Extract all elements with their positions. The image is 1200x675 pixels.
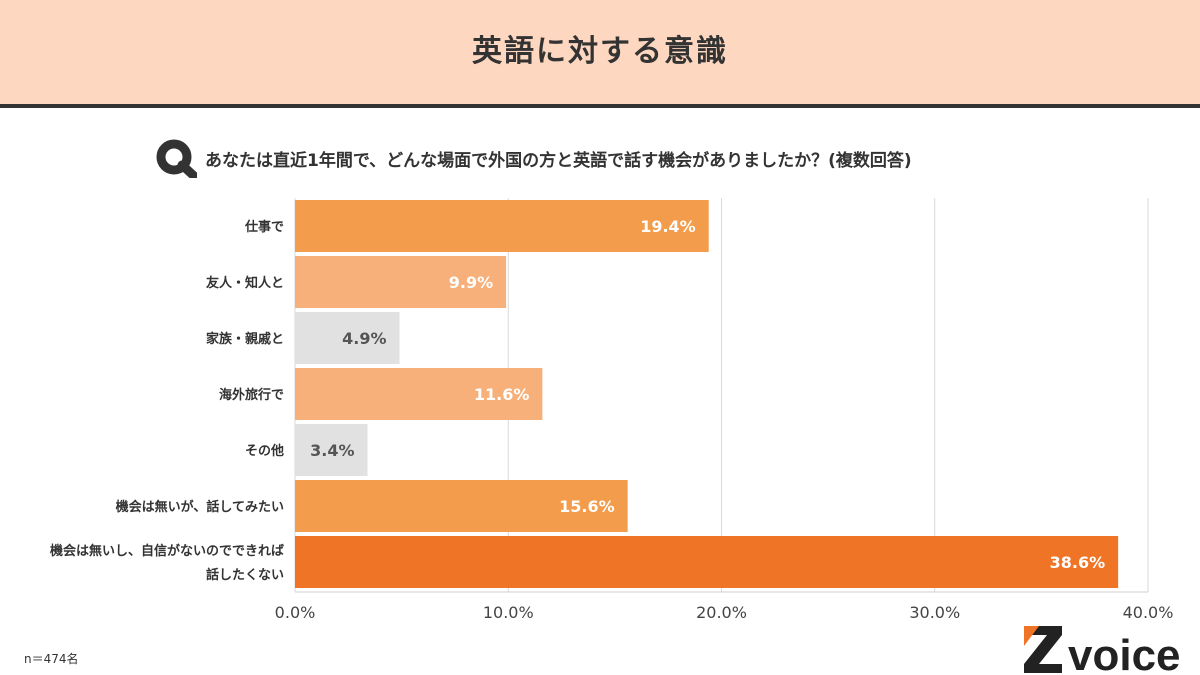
bar [295,256,507,308]
data-label: 11.6% [474,385,530,404]
category-label: 仕事で [244,219,284,235]
category-label: 話したくない [206,567,284,583]
q-icon [156,139,197,178]
x-tick-label: 10.0% [483,603,534,622]
bar-chart: 19.4% 仕事で 9.9% 友人・知人と 4.9% 家族・親戚と 11.6% 海外旅行で 3.… [50,198,1174,622]
question-text: あなたは直近1年間で、どんな場面で外国の方と英語で話す機会がありましたか？(複数… [205,150,912,171]
category-label: その他 [245,443,284,459]
data-label: 38.6% [1050,553,1106,572]
x-tick-label: 0.0% [275,603,316,622]
bar [295,312,400,364]
category-label: 機会は無いが、話してみたい [116,499,284,515]
data-label: 4.9% [342,329,386,348]
bar [295,200,709,252]
header-banner: 英語に対する意識 [0,0,1200,108]
x-tick-label: 20.0% [696,603,747,622]
bar [295,536,1119,588]
bar [295,480,628,532]
page-title: 英語に対する意識 [472,34,728,69]
question-row: あなたは直近1年間で、どんな場面で外国の方と英語で話す機会がありましたか？(複数… [155,138,912,178]
bar [295,424,368,476]
x-tick-label: 30.0% [909,603,960,622]
data-label: 3.4% [310,441,354,460]
data-label: 19.4% [640,217,696,236]
z-logo-icon: voice [1024,626,1181,675]
logo-text: voice [1068,631,1181,675]
category-label: 海外旅行で [219,387,284,403]
sample-size-note: n＝474名 [24,652,79,666]
x-tick-label: 40.0% [1123,603,1174,622]
category-label: 機会は無いし、自信がないのでできれば [50,543,284,559]
data-label: 9.9% [449,273,493,292]
bar [295,368,543,420]
data-label: 15.6% [559,497,615,516]
category-label: 友人・知人と [206,275,284,291]
category-label: 家族・親戚と [206,331,284,347]
